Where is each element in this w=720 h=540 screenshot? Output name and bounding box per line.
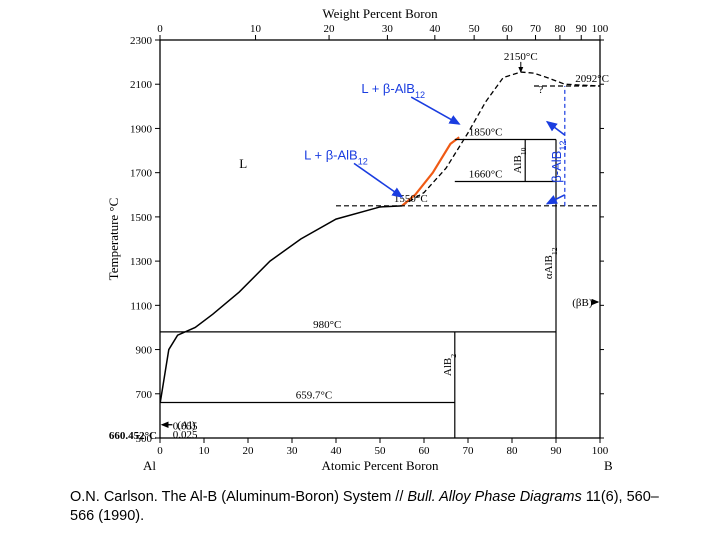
svg-text:100: 100 [592,445,609,457]
svg-text:20: 20 [243,445,255,457]
svg-text:1900: 1900 [130,123,153,135]
svg-text:70: 70 [463,445,475,457]
svg-text:40: 40 [429,23,441,35]
svg-text:0: 0 [157,23,163,35]
svg-text:50: 50 [375,445,387,457]
svg-text:?: ? [538,84,543,96]
svg-text:2150°C: 2150°C [504,51,538,63]
svg-text:(βB): (βB) [572,297,593,309]
svg-text:Atomic Percent Boron: Atomic Percent Boron [322,458,439,473]
svg-text:2300: 2300 [130,35,153,47]
svg-text:Al: Al [143,458,156,473]
cite-journal: Bull. Alloy Phase Diagrams [407,489,581,505]
svg-text:0: 0 [157,445,163,457]
svg-text:10: 10 [250,23,262,35]
svg-text:70: 70 [530,23,542,35]
citation: O.N. Carlson. The Al-B (Aluminum-Boron) … [70,488,670,526]
cite-title: The Al-B (Aluminum-Boron) System // [162,489,408,505]
cite-author: O.N. Carlson. [70,489,158,505]
svg-text:30: 30 [382,23,394,35]
svg-text:90: 90 [551,445,563,457]
svg-text:20: 20 [324,23,336,35]
svg-text:L: L [239,156,247,171]
svg-text:B: B [604,458,613,473]
svg-text:660.452°C: 660.452°C [109,430,157,442]
svg-text:80: 80 [507,445,519,457]
svg-text:1300: 1300 [130,256,153,268]
svg-text:2092°C: 2092°C [575,73,609,85]
svg-text:90: 90 [576,23,588,35]
svg-text:1700: 1700 [130,168,153,180]
svg-text:1500: 1500 [130,212,153,224]
svg-text:2100: 2100 [130,79,153,91]
svg-text:60: 60 [419,445,431,457]
svg-text:1660°C: 1660°C [469,169,503,181]
svg-text:80: 80 [554,23,566,35]
svg-text:L + β-AlB12: L + β-AlB12 [361,81,425,100]
phase-diagram: 0102030405060708090100Atomic Percent Bor… [0,0,720,540]
svg-text:659.7°C: 659.7°C [296,390,333,402]
svg-text:1850°C: 1850°C [469,127,503,139]
svg-text:30: 30 [287,445,299,457]
svg-text:10: 10 [199,445,211,457]
svg-text:Temperature °C: Temperature °C [106,198,121,281]
svg-text:Weight Percent Boron: Weight Percent Boron [322,6,438,21]
svg-text:1100: 1100 [130,300,152,312]
svg-text:980°C: 980°C [313,319,341,331]
svg-text:100: 100 [592,23,609,35]
svg-text:(Al): (Al) [177,420,196,432]
svg-text:700: 700 [136,389,153,401]
svg-text:60: 60 [502,23,514,35]
svg-text:50: 50 [469,23,481,35]
svg-text:40: 40 [331,445,343,457]
svg-text:L + β-AlB12: L + β-AlB12 [304,147,368,166]
svg-text:900: 900 [136,345,153,357]
